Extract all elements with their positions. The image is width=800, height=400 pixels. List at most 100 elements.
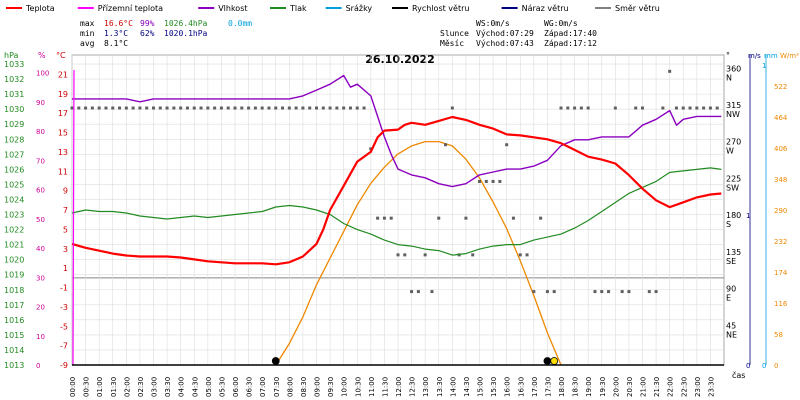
wind-dir-point [600,290,604,294]
pressure-tick: 1019 [4,271,24,280]
wind-dir-point [695,106,699,110]
wind-dir-point [464,216,468,220]
pressure-tick: 1018 [4,286,24,295]
wg-text: WG:0m/s [544,19,578,28]
wind-dir-point [573,106,577,110]
unit-pct: % [38,51,46,60]
wind-dir-point [179,106,183,110]
time-tick: 20:00 [612,377,620,397]
solar-tick: 116 [774,300,788,308]
pressure-tick: 1022 [4,226,24,235]
wind-dir-point [552,290,556,294]
max-rain: 0.0mm [228,19,252,28]
legend-label: Teplota [25,4,55,13]
time-tick: 23:30 [707,377,715,397]
humidity-tick: 80 [36,128,45,136]
wind-compass-tick: N [726,73,732,82]
wind-dir-point [219,106,223,110]
wind-dir-point [362,106,366,110]
legend-label: Směr větru [615,4,660,13]
wind-dir-point [641,106,644,110]
wind-dir-point [226,106,230,110]
temperature-tick: 19 [58,90,68,99]
pressure-tick: 1017 [4,301,24,310]
wind-dir-point [559,106,563,110]
avg-temp: 8.1°C [104,39,128,48]
humidity-tick: 60 [36,187,45,195]
wind-dir-point [681,106,685,110]
wind-dir-point [124,106,128,110]
moonrise-marker [543,357,552,365]
time-tick: 16:00 [504,377,512,397]
wind-dir-point [260,106,264,110]
time-tick: 21:00 [640,377,648,397]
markers-layer [72,357,724,366]
temperature-tick: -5 [60,322,68,331]
wind-dir-point [287,106,291,110]
wind-dir-point [634,106,638,110]
time-tick: 12:30 [409,377,417,397]
time-tick: 00:30 [83,377,91,397]
time-tick: 05:30 [218,377,226,397]
wind-dir-point [335,106,339,110]
wind-dir-point [688,106,692,110]
moon-rise: Východ:07:43 [476,39,534,48]
wind-dir-point [138,106,142,110]
rain-tick: 1 [762,62,766,70]
wind-dir-point [647,290,651,294]
time-tick: 01:00 [96,377,104,397]
wind-dir-point [410,290,414,294]
wind-dir-point [281,106,285,110]
time-tick: 08:30 [300,377,308,397]
wind-dir-point [539,216,543,220]
max-hum: 99% [140,19,155,28]
time-tick: 22:30 [680,377,688,397]
humidity-tick: 30 [36,274,45,282]
min-press: 1020.1hPa [164,29,208,38]
wind-dir-point [579,106,583,110]
moonset-marker [550,357,559,365]
sunrise-marker [271,357,280,365]
pressure-tick: 1029 [4,120,24,129]
temperature-tick: 11 [58,167,68,176]
time-tick: 14:30 [463,377,471,397]
wind-dir-point [525,253,529,257]
wind-dir-point [185,106,189,110]
wind-compass-tick: SW [726,183,739,192]
wind-dir-tick: 270 [726,138,741,147]
wind-dir-point [158,106,162,110]
unit-hpa: hPa [4,51,19,60]
wind-dir-point [301,106,305,110]
wind-dir-tick: 45 [726,321,736,330]
wind-dir-point [654,290,658,294]
legend-label: Srážky [346,4,373,13]
wind-dir-point [165,106,169,110]
info-block: WS:0m/s WG:0m/s Slunce Východ:07:29 Zápa… [440,19,597,48]
temperature-tick: -7 [60,342,68,351]
legend-label: Rychlost větru [412,4,469,13]
time-tick: 11:00 [368,377,376,397]
humidity-tick: 20 [36,304,45,312]
time-tick: 04:30 [191,377,199,397]
wind-dir-point [308,106,312,110]
pressure-tick: 1026 [4,165,24,174]
temperature-tick: 3 [63,245,68,254]
legend-label: Vlhkost [218,4,247,13]
pressure-tick: 1032 [4,75,24,84]
wind-dir-point [192,106,196,110]
time-tick: 17:00 [531,377,539,397]
wind-dir-point [389,216,393,220]
time-tick: 18:00 [558,377,566,397]
temperature-tick: 21 [58,70,68,79]
pressure-tick: 1023 [4,211,24,220]
solar-tick: 464 [774,114,788,122]
pressure-tick: 1016 [4,316,24,325]
time-tick: 02:00 [123,377,131,397]
solar-tick: 58 [774,331,783,339]
humidity-line [72,74,722,188]
time-tick: 07:30 [273,377,281,397]
ground-temp-line [72,69,75,366]
wind-dir-point [355,106,359,110]
wind-dir-point [213,106,217,110]
wind-dir-point [511,216,515,220]
